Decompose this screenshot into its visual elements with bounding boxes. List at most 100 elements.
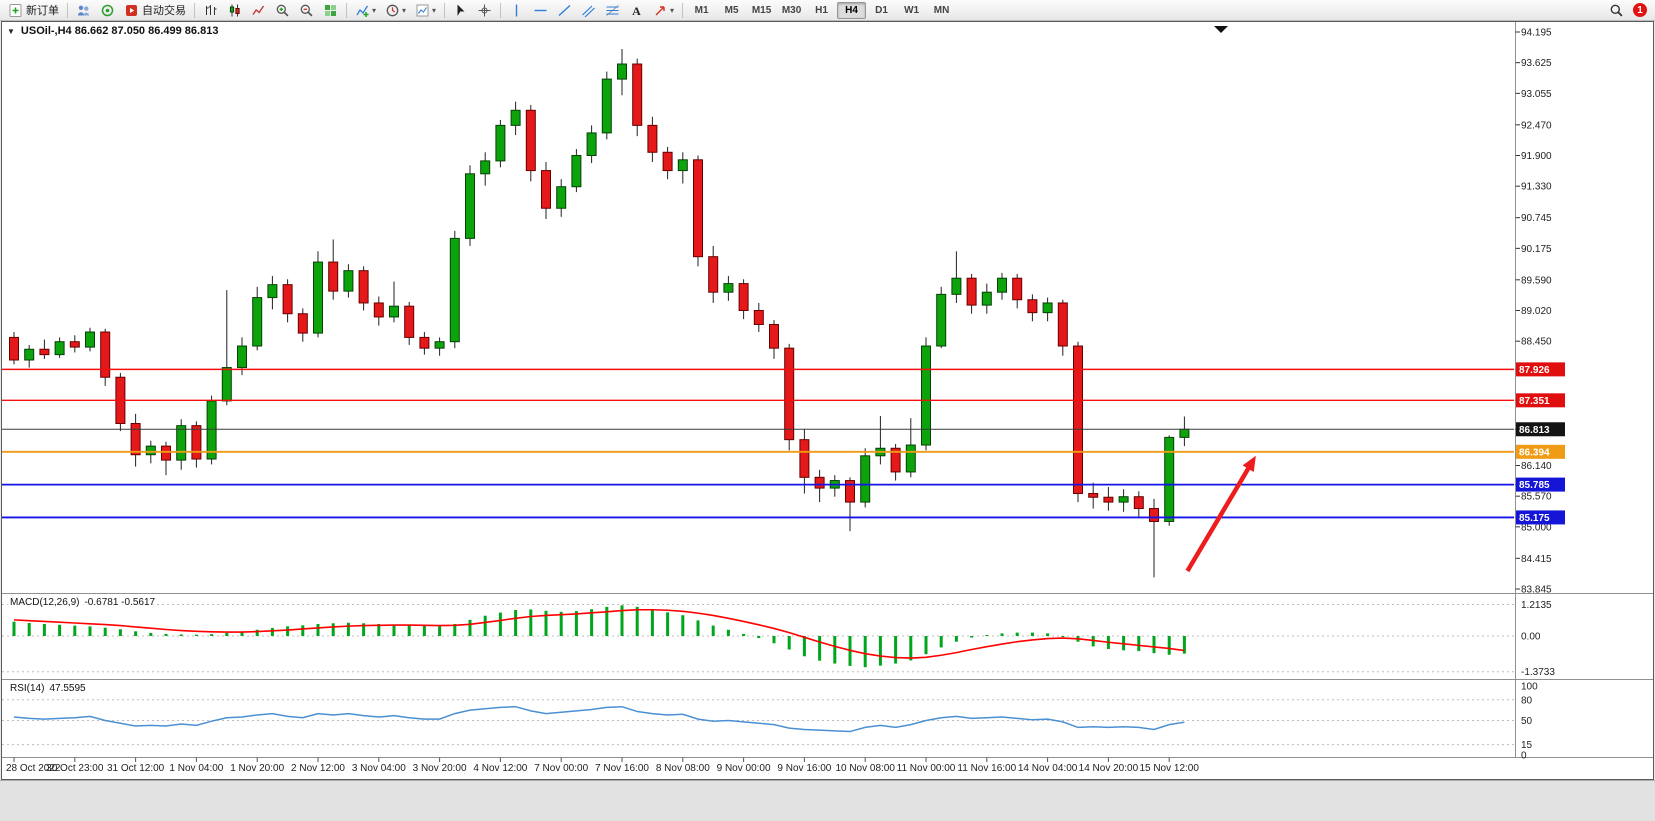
toolbar-separator [444, 2, 446, 18]
text-label-button[interactable]: A [625, 0, 648, 21]
price-lines-layer[interactable] [2, 368, 1514, 519]
chevron-down-icon: ▾ [372, 5, 377, 15]
rsi-label: RSI(14) 47.5595 [8, 683, 88, 694]
svg-text:89.020: 89.020 [1521, 306, 1552, 317]
price-badge: 85.785 [1515, 477, 1565, 492]
line-chart-button[interactable] [247, 0, 270, 21]
trend-arrow-head[interactable] [1242, 455, 1256, 473]
new-order-button[interactable]: 新订单 [4, 0, 63, 21]
timeframe-button-m15[interactable]: M15 [751, 4, 772, 16]
indicators-button[interactable]: ▾ [351, 0, 380, 21]
svg-text:11 Nov 16:00: 11 Nov 16:00 [957, 763, 1016, 774]
search-button[interactable] [1605, 0, 1628, 21]
tile-windows-icon [325, 4, 336, 16]
svg-text:28 Oct 2022: 28 Oct 2022 [6, 763, 61, 774]
search-icon [1610, 4, 1623, 17]
svg-text:85.570: 85.570 [1521, 492, 1552, 503]
svg-text:14 Nov 04:00: 14 Nov 04:00 [1018, 763, 1078, 774]
chart-canvas[interactable]: 1.2135 0.00 -1.3733 100 80 50 150 94.195 93.625 9… [2, 22, 1653, 779]
svg-text:11 Nov 00:00: 11 Nov 00:00 [897, 763, 956, 774]
toolbar-separator [346, 2, 347, 18]
timeframe-button-m1[interactable]: M1 [694, 4, 709, 16]
price-badge: 87.351 [1515, 393, 1565, 408]
arrow-tools-button[interactable]: ▾ [649, 0, 678, 21]
svg-text:86.394: 86.394 [1519, 447, 1550, 458]
zoom-in-button[interactable] [271, 0, 294, 21]
timeframe-button-m30[interactable]: M30 [781, 4, 802, 16]
svg-text:85.000: 85.000 [1521, 522, 1552, 533]
zoom-in-icon [276, 4, 289, 17]
candlestick-chart-button[interactable] [223, 0, 246, 21]
svg-text:93.055: 93.055 [1521, 89, 1552, 100]
main-toolbar: 新订单 自动交易 ▾ ▾ ▾ [0, 0, 1655, 21]
crosshair-button[interactable] [473, 0, 496, 21]
timeframe-button-mn[interactable]: MN [933, 4, 950, 16]
toolbar-separator [500, 2, 502, 18]
autotrading-label: 自动交易 [142, 5, 186, 17]
vertical-line-button[interactable] [505, 0, 528, 21]
rsi-name: RSI(14) [10, 683, 45, 694]
toolbar-separator [682, 2, 684, 18]
horizontal-line-icon [534, 9, 547, 11]
templates-button[interactable]: ▾ [411, 0, 440, 21]
timeframe-button-w1[interactable]: W1 [904, 4, 920, 16]
svg-text:83.845: 83.845 [1521, 585, 1552, 596]
chart-window[interactable]: 1.2135 0.00 -1.3733 100 80 50 15 0 94.195 93.625 9… [1, 21, 1654, 780]
timeframe-button-h4[interactable]: H4 [837, 1, 867, 19]
cursor-button[interactable] [449, 0, 472, 21]
svg-text:89.590: 89.590 [1521, 275, 1552, 286]
rsi-value: 47.5595 [49, 683, 86, 694]
price-badge: 86.813 [1515, 422, 1565, 437]
svg-text:90.175: 90.175 [1521, 244, 1552, 255]
community-button[interactable] [96, 0, 119, 21]
template-icon [416, 4, 429, 16]
horizontal-line-button[interactable] [529, 0, 552, 21]
price-badge: 85.175 [1515, 510, 1565, 525]
indicators-icon [356, 5, 369, 17]
trendline-button[interactable] [553, 0, 576, 21]
fibonacci-button[interactable] [601, 0, 624, 21]
tile-windows-button[interactable] [319, 0, 342, 21]
clock-icon [386, 4, 399, 16]
autotrading-icon [126, 4, 137, 16]
svg-text:91.330: 91.330 [1521, 182, 1552, 193]
svg-text:9 Nov 16:00: 9 Nov 16:00 [777, 763, 831, 774]
macd-values: -0.6781 -0.5617 [84, 597, 156, 608]
svg-text:15 Nov 12:00: 15 Nov 12:00 [1139, 763, 1199, 774]
zoom-out-button[interactable] [295, 0, 318, 21]
channel-button[interactable] [577, 0, 600, 21]
timeframe-button-m5[interactable]: M5 [724, 4, 739, 16]
periods-button[interactable]: ▾ [381, 0, 410, 21]
scroll-to-end-marker[interactable] [1214, 26, 1228, 33]
one-click-trading-toggle[interactable]: ▼ [7, 26, 15, 36]
indicator-layer [12, 605, 1186, 733]
timeframe-button-d1[interactable]: D1 [875, 4, 888, 16]
svg-text:85.785: 85.785 [1519, 480, 1550, 491]
svg-text:90.745: 90.745 [1521, 213, 1552, 224]
annotation-layer[interactable] [1185, 26, 1256, 573]
timeframe-button-h1[interactable]: H1 [815, 4, 828, 16]
chevron-down-icon: ▾ [670, 5, 675, 15]
notification-badge[interactable]: 1 [1633, 3, 1647, 17]
text-icon: A [632, 4, 641, 18]
svg-text:84.415: 84.415 [1521, 554, 1552, 565]
svg-text:94.195: 94.195 [1521, 28, 1552, 39]
bar-chart-button[interactable] [199, 0, 222, 21]
account-button[interactable] [72, 0, 95, 21]
autotrading-button[interactable]: 自动交易 [120, 0, 190, 21]
community-icon [101, 4, 114, 16]
svg-text:85.175: 85.175 [1519, 513, 1550, 524]
svg-text:93.625: 93.625 [1521, 58, 1552, 69]
toolbar-separator [194, 2, 195, 18]
svg-text:86.140: 86.140 [1521, 461, 1552, 472]
trend-arrow[interactable] [1185, 463, 1253, 573]
svg-text:91.900: 91.900 [1521, 151, 1552, 162]
svg-text:88.450: 88.450 [1521, 337, 1552, 348]
trendline-icon [558, 4, 571, 16]
crosshair-icon [478, 4, 491, 16]
svg-text:87.351: 87.351 [1519, 396, 1550, 407]
cursor-icon [457, 4, 465, 16]
chevron-down-icon: ▾ [432, 5, 437, 15]
svg-text:86.813: 86.813 [1519, 425, 1550, 436]
